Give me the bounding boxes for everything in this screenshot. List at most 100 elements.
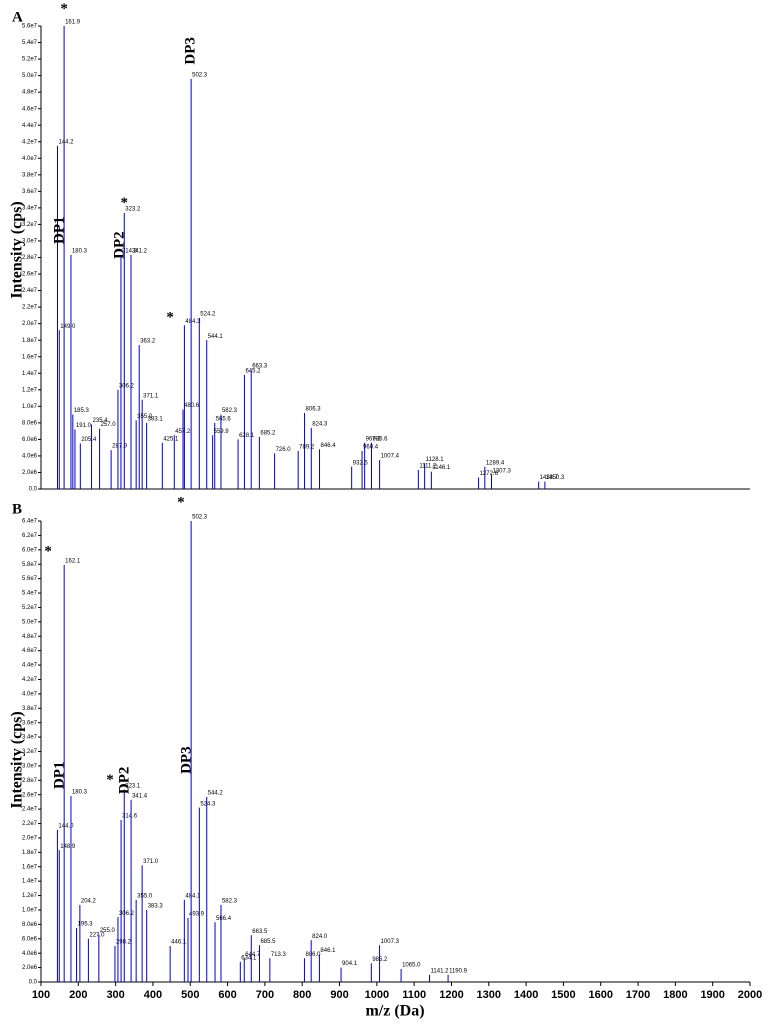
peak-label: 634.1: [241, 955, 257, 961]
y-tick-label: 1.4e7: [22, 879, 38, 885]
y-tick-label: 3.8e7: [22, 706, 38, 712]
peak-label: 1065.0: [402, 963, 421, 969]
peak-label: 644.7: [245, 952, 261, 958]
y-tick-label: 2.4e7: [22, 807, 38, 813]
peak-label: 846.4: [321, 443, 337, 449]
peak-label: 1141.2: [431, 968, 450, 974]
peak-label: 985.6: [372, 436, 388, 442]
x-tick-label: 400: [144, 989, 162, 1001]
peak-label: 524.2: [200, 311, 216, 317]
peak-label: 383.3: [148, 904, 164, 910]
peak-label: 1190.9: [449, 968, 468, 974]
peak-label: 544.1: [208, 334, 224, 340]
y-tick-label: 2.6e7: [22, 792, 38, 798]
y-tick-label: 4.6e7: [22, 106, 38, 112]
peak-label: 559.9: [214, 429, 230, 435]
annotation: *: [166, 309, 174, 325]
peak-label: 255.0: [100, 928, 116, 934]
peak-label: 685.2: [260, 430, 276, 436]
annotation: *: [106, 772, 114, 788]
y-tick-label: 0.0: [29, 487, 38, 493]
y-tick-label: 6.0e7: [22, 547, 38, 553]
peak-label: 191.0: [76, 423, 92, 429]
peak-label: 161.9: [65, 20, 81, 26]
peak-label: 524.3: [200, 801, 216, 807]
x-tick-label: 600: [218, 989, 236, 1001]
peak-label: 824.0: [312, 934, 328, 940]
y-tick-label: 4.0e7: [22, 691, 38, 697]
peak-label: 985.2: [372, 957, 388, 963]
peak-label: 1450.3: [546, 475, 565, 481]
peak-label: 904.1: [342, 961, 358, 967]
y-tick-label: 2.4e7: [22, 288, 38, 294]
y-tick-label: 0.0: [29, 980, 38, 986]
peak-label: 341.4: [132, 793, 148, 799]
x-tick-label: 2000: [738, 989, 762, 1001]
peak-label: 582.3: [222, 408, 238, 414]
y-tick-label: 3.2e7: [22, 222, 38, 228]
annotation: DP2: [112, 231, 128, 259]
y-tick-label: 3.2e7: [22, 749, 38, 755]
peak-label: 149.0: [60, 324, 76, 330]
peak-label: 355.0: [137, 414, 153, 420]
annotation: DP1: [51, 216, 67, 244]
peak-label: 287.9: [112, 444, 128, 450]
peak-label: 960.4: [363, 445, 379, 451]
peak-label: 1146.1: [432, 465, 451, 471]
y-tick-label: 5.4e7: [22, 591, 38, 597]
peak-label: 180.3: [72, 249, 88, 255]
peak-label: 806.3: [306, 407, 322, 413]
x-tick-label: 1300: [477, 989, 501, 1001]
x-tick-label: 1000: [365, 989, 389, 1001]
peak-label: 645.2: [245, 368, 261, 374]
peak-label: 425.1: [163, 436, 179, 442]
peak-label: 323.1: [125, 783, 141, 789]
y-tick-label: 1.6e7: [22, 864, 38, 870]
peak-label: 446.1: [171, 940, 187, 946]
y-tick-label: 2.0e6: [22, 965, 38, 971]
annotation: DP3: [178, 746, 194, 774]
annotation: *: [121, 195, 129, 211]
y-tick-label: 4.2e7: [22, 139, 38, 145]
peak-label: 371.1: [143, 393, 159, 399]
peak-label: 806.0: [305, 952, 321, 958]
y-tick-label: 2.0e6: [22, 470, 38, 476]
y-tick-label: 4.6e7: [22, 648, 38, 654]
x-tick-label: 1400: [514, 989, 538, 1001]
y-tick-label: 5.8e7: [22, 562, 38, 568]
x-tick-label: 1700: [626, 989, 650, 1001]
peak-label: 1289.4: [486, 460, 505, 466]
y-tick-label: 1.0e7: [22, 908, 38, 914]
y-tick-label: 8.0e6: [22, 420, 38, 426]
y-tick-label: 5.2e7: [22, 605, 38, 611]
peak-label: 1007.3: [381, 939, 400, 945]
y-tick-label: 5.6e7: [22, 24, 38, 30]
y-tick-label: 5.0e7: [22, 619, 38, 625]
x-tick-label: 1200: [439, 989, 463, 1001]
peak-label: 663.3: [252, 364, 268, 370]
peak-label: 1272.6: [480, 471, 499, 477]
peak-label: 1111.2: [419, 464, 437, 470]
y-tick-label: 2.6e7: [22, 272, 38, 278]
y-tick-label: 3.0e7: [22, 239, 38, 245]
peak-label: 306.2: [119, 383, 135, 389]
peak-label: 789.2: [299, 445, 315, 451]
peak-label: 257.0: [101, 422, 117, 428]
peak-label: 323.2: [125, 206, 141, 212]
y-tick-label: 2.8e7: [22, 778, 38, 784]
x-tick-label: 500: [181, 989, 199, 1001]
peak-label: 932.5: [353, 460, 369, 466]
peak-label: 565.6: [216, 416, 232, 422]
y-tick-label: 2.0e7: [22, 836, 38, 842]
y-tick-label: 4.0e6: [22, 454, 38, 460]
peak-label: 846.1: [320, 948, 336, 954]
annotation: *: [44, 543, 52, 559]
peak-label: 363.2: [140, 339, 156, 345]
y-tick-label: 3.4e7: [22, 205, 38, 211]
peak-label: 185.3: [74, 408, 90, 414]
peak-label: 1307.3: [493, 469, 512, 475]
x-tick-label: 900: [330, 989, 348, 1001]
annotation: DP2: [116, 767, 132, 795]
peak-label: 967.3: [366, 436, 382, 442]
y-tick-label: 4.0e7: [22, 156, 38, 162]
